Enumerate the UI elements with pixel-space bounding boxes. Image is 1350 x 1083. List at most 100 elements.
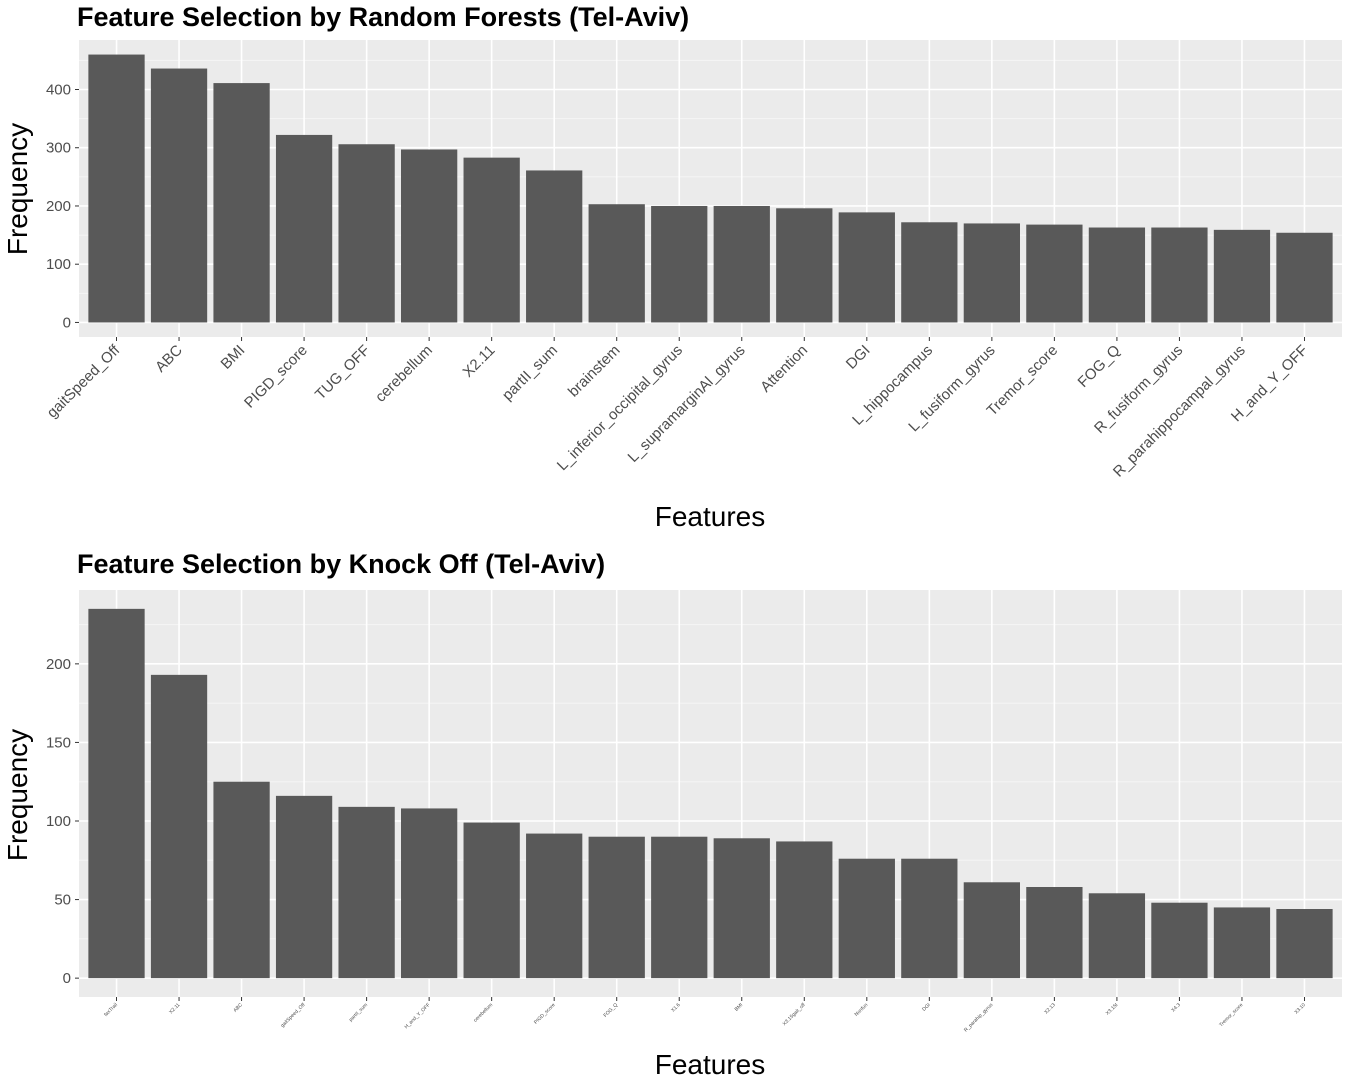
- x-tick-label: DGI: [921, 1002, 932, 1013]
- chart-title: Feature Selection by Random Forests (Tel…: [77, 2, 689, 32]
- y-tick-label: 200: [46, 198, 71, 215]
- bar: [1213, 229, 1271, 323]
- bar: [963, 223, 1020, 323]
- x-tick-label: R_parahip_gyrus: [963, 1002, 995, 1034]
- bar: [588, 836, 645, 979]
- x-tick-label: BMI: [218, 342, 249, 373]
- y-tick-label: 0: [63, 970, 71, 987]
- bar: [88, 54, 145, 323]
- chart-random-forests: Feature Selection by Random Forests (Tel…: [2, 2, 1342, 532]
- bar: [776, 208, 833, 323]
- bar: [1213, 907, 1271, 979]
- x-tick-label: PIGD_score: [241, 342, 311, 412]
- x-tick-label: X2.11: [168, 1002, 181, 1015]
- x-tick-label: X3.10: [1293, 1002, 1307, 1016]
- bar: [526, 833, 583, 979]
- x-tick-label: Attention: [757, 342, 811, 396]
- x-tick-label: L_supramarginAl_gyrus: [625, 342, 749, 466]
- bar: [1026, 224, 1083, 323]
- chart-title: Feature Selection by Knock Off (Tel-Aviv…: [77, 549, 605, 579]
- y-axis-title: Frequency: [2, 729, 33, 861]
- bar: [901, 222, 958, 323]
- bar: [338, 806, 395, 979]
- x-tick-label: H_and_Y_OFF: [404, 1002, 432, 1030]
- x-tick-label: faxTrail: [103, 1002, 119, 1018]
- y-ticks: 0 50 100 150 200: [46, 656, 79, 987]
- x-tick-label: ABC: [152, 342, 186, 376]
- x-tick-label: PIGD_score: [533, 1002, 557, 1026]
- x-tick-label: FOG_Q: [602, 1002, 619, 1019]
- x-tick-label: L_inferior_occipital_gyrus: [554, 342, 686, 474]
- bar: [838, 858, 895, 979]
- x-tick-label: Nonfun: [854, 1002, 870, 1018]
- x-axis-title: Features: [655, 1049, 766, 1080]
- x-axis-title: Features: [655, 501, 766, 532]
- chart-knock-off: Feature Selection by Knock Off (Tel-Aviv…: [2, 549, 1342, 1080]
- bar: [213, 781, 270, 979]
- y-tick-label: 50: [54, 892, 71, 909]
- x-tick-label: cerebellum: [473, 1002, 495, 1024]
- bar: [275, 795, 333, 979]
- bar: [713, 838, 770, 979]
- bar: [88, 608, 145, 979]
- bar: [1151, 902, 1208, 979]
- x-tick-label: BMI: [734, 1002, 745, 1013]
- x-ticks: faxTrail X2.11 ABC gaitSpeed_Off partII_sum H…: [103, 997, 1307, 1033]
- bar: [463, 822, 520, 979]
- bar: [838, 212, 895, 323]
- bar: [963, 882, 1020, 979]
- y-tick-label: 400: [46, 82, 71, 99]
- bar: [588, 204, 645, 323]
- x-tick-label: R_parahippocampal_gyrus: [1110, 342, 1249, 481]
- x-tick-label: cerebellum: [372, 342, 436, 406]
- bar: [651, 836, 708, 979]
- bar: [1276, 232, 1333, 323]
- bar: [401, 808, 458, 979]
- x-tick-label: X2.11: [460, 342, 499, 381]
- bar: [713, 205, 770, 323]
- bar: [401, 149, 458, 323]
- x-tick-label: X3.15gait_off: [782, 1002, 807, 1027]
- bars: [88, 54, 1333, 323]
- x-tick-label: X4.3: [1170, 1002, 1182, 1014]
- bar: [275, 134, 333, 323]
- x-tick-label: X3.15t: [1105, 1002, 1120, 1017]
- bar: [1151, 227, 1208, 323]
- bar: [1276, 909, 1333, 979]
- bar: [901, 858, 958, 979]
- x-tick-label: gaitSpeed_Off: [44, 341, 124, 421]
- x-tick-label: X2.13: [1043, 1002, 1057, 1016]
- bar: [150, 68, 208, 323]
- bar: [338, 144, 395, 323]
- x-tick-label: X1.6: [670, 1002, 682, 1014]
- bars: [88, 608, 1333, 979]
- y-tick-label: 100: [46, 813, 71, 830]
- x-tick-label: ABC: [232, 1002, 244, 1014]
- bar: [1026, 887, 1083, 979]
- x-tick-label: DGI: [843, 342, 874, 373]
- bar: [1088, 893, 1146, 979]
- bar: [651, 205, 708, 323]
- y-ticks: 0 100 200 300 400: [46, 82, 79, 331]
- bar: [526, 170, 583, 323]
- y-tick-label: 100: [46, 256, 71, 273]
- y-tick-label: 200: [46, 656, 71, 673]
- x-tick-label: Tremor_score: [1218, 1002, 1244, 1028]
- bar: [776, 841, 833, 979]
- bar: [463, 157, 520, 323]
- y-axis-title: Frequency: [2, 123, 33, 255]
- bar: [150, 674, 208, 979]
- bar: [213, 83, 270, 323]
- y-tick-label: 0: [63, 314, 71, 331]
- bar: [1088, 227, 1146, 323]
- y-tick-label: 150: [46, 734, 71, 751]
- x-tick-label: brainstem: [565, 342, 624, 401]
- x-tick-label: TUG_OFF: [312, 342, 374, 404]
- x-tick-label: FOG_Q: [1075, 342, 1124, 391]
- x-tick-label: partII_sum: [348, 1002, 369, 1023]
- x-tick-label: gaitSpeed_Off: [280, 1002, 307, 1029]
- x-tick-label: partII_sum: [499, 342, 561, 404]
- y-tick-label: 300: [46, 140, 71, 157]
